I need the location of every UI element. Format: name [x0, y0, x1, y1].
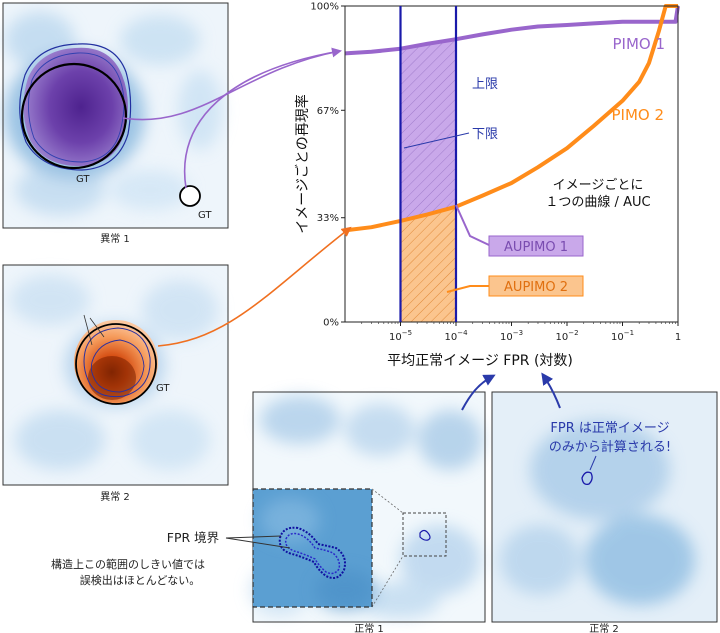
aupimo2-legend: AUPIMO 2: [446, 275, 584, 297]
y-tick-label: 100%: [310, 2, 339, 13]
anomaly1-gt-circle: [20, 62, 128, 170]
y-axis-label: イメージごとの再現率: [294, 94, 311, 234]
y-ticks: 0% 33% 67% 100%: [310, 2, 345, 329]
anomaly2-heat-blob: [74, 320, 158, 404]
anomaly1-caption: 異常 1: [100, 232, 130, 245]
normal2-panel: 正常 2 FPR は正常イメージ のみから計算される!: [491, 391, 718, 633]
anomaly2-gt-label: GT: [156, 383, 170, 394]
boundary-note-line1: 構造上この範囲のしきい値では: [51, 557, 205, 571]
anomaly1-heat-blob: [19, 43, 132, 171]
anomaly1-gt-small-circle: [179, 185, 201, 207]
fpr-boundary-label: FPR 境界: [167, 530, 220, 545]
y-tick-label: 33%: [317, 213, 339, 224]
aupimo1-label: AUPIMO 1: [504, 240, 568, 255]
normal2-caption: 正常 2: [589, 622, 619, 633]
aupimo2-label: AUPIMO 2: [504, 280, 568, 295]
anomaly1-gt-label-small: GT: [198, 210, 212, 221]
y-tick-label: 67%: [317, 106, 339, 117]
normal1-zoom-inset: [252, 488, 375, 610]
x-axis-label: 平均正常イメージ FPR (対数): [387, 353, 573, 369]
x-tick-label: 10−1: [611, 329, 634, 343]
anomaly2-to-pimo2-arrow: [157, 226, 352, 347]
anomaly1-gt-to-pimo1-arrow: [183, 50, 341, 189]
x-ticks: 10−5 10−4 10−3 10−2 10−1 1: [361, 322, 681, 343]
fpr-boundary-contour: [278, 526, 346, 579]
x-tick-label: 10−2: [555, 329, 578, 343]
anomaly2-panel: GT 異常 2: [2, 264, 229, 503]
x-tick-label: 10−3: [500, 329, 523, 343]
x-tick-label: 1: [675, 332, 681, 343]
normal1-zoom-region: [402, 512, 447, 557]
normal1-caption: 正常 1: [354, 622, 384, 633]
pimo2-series-label: PIMO 2: [611, 106, 664, 124]
chart-frame: [344, 5, 679, 323]
fpr-boundary-annotation: FPR 境界 構造上この範囲のしきい値では 誤検出はほとんどない。: [51, 530, 291, 587]
pimo-chart: 10−5 10−4 10−3 10−2 10−1 1 0% 33% 67% 100% PIMO …: [294, 2, 681, 370]
x-tick-label: 10−5: [389, 329, 412, 343]
anomaly2-gt-circle: [75, 323, 157, 405]
pimo1-series-label: PIMO 1: [612, 35, 665, 53]
pimo2-curve: [344, 4, 678, 233]
connector-arrows: [122, 47, 561, 411]
fpr-note-line1: FPR は正常イメージ: [550, 421, 669, 436]
anomaly1-panel: GT GT 異常 1: [2, 2, 229, 245]
integration-bounds: [399, 6, 458, 322]
boundary-note-line2: 誤検出はほとんどない。: [80, 573, 200, 587]
normal2-to-axis-arrow: [541, 372, 561, 409]
upper-limit-label: 上限: [472, 77, 498, 92]
chart-series: [344, 4, 680, 233]
aupimo-fills: [400, 39, 456, 322]
aupimo1-area: [400, 39, 456, 221]
x-tick-label: 10−4: [444, 329, 468, 343]
normal1-to-axis-arrow: [461, 374, 496, 411]
aupimo1-legend: AUPIMO 1: [455, 204, 584, 257]
aupimo2-area: [400, 206, 456, 322]
y-tick-label: 0%: [323, 318, 339, 329]
per-image-line1: イメージごとに: [553, 177, 644, 193]
lower-limit-label: 下限: [472, 127, 498, 142]
fpr-note-line2: のみから計算される!: [549, 439, 671, 455]
anomaly1-gt-label: GT: [76, 174, 90, 185]
anomaly2-caption: 異常 2: [100, 490, 130, 503]
per-image-line2: １つの曲線 / AUC: [545, 194, 650, 210]
